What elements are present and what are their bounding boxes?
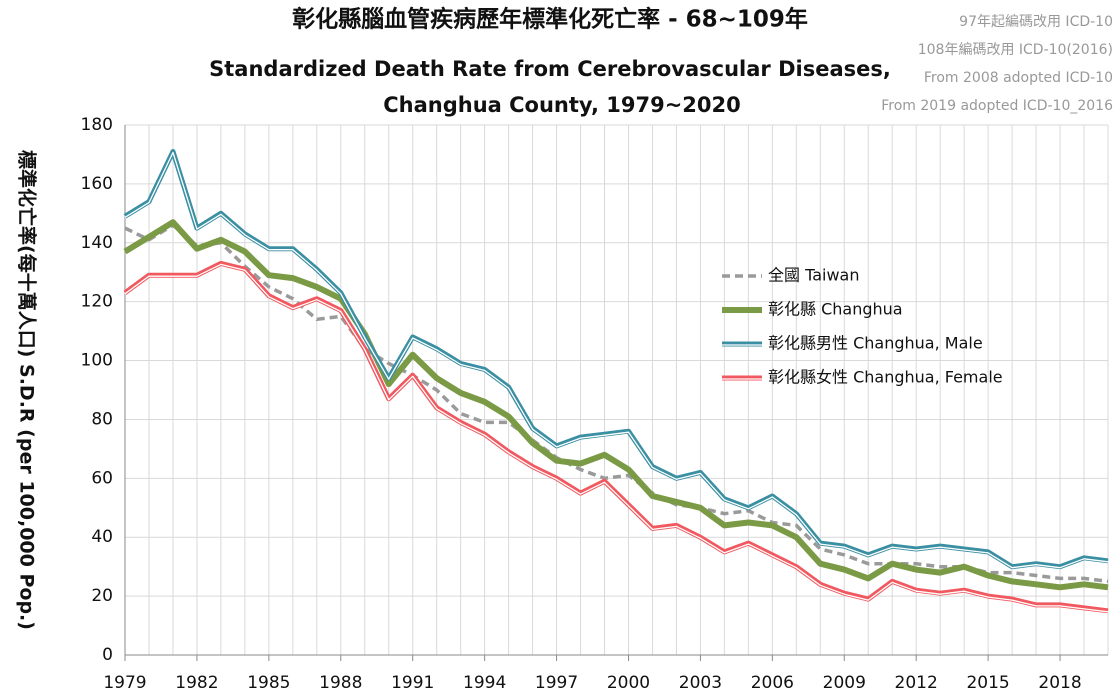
- chart-subtitle: Standardized Death Rate from Cerebrovasc…: [209, 57, 891, 81]
- legend-label: 彰化縣女性 Changhua, Female: [768, 368, 1003, 387]
- x-tick-label: 2006: [751, 673, 794, 693]
- y-tick-label: 0: [102, 645, 113, 665]
- x-tick-label: 2018: [1038, 673, 1081, 693]
- y-tick-label: 180: [81, 115, 113, 135]
- x-tick-label: 2015: [966, 673, 1009, 693]
- legend-label: 全國 Taiwan: [768, 266, 860, 285]
- legend-label: 彰化縣男性 Changhua, Male: [768, 334, 983, 353]
- x-tick-label: 1979: [103, 673, 146, 693]
- y-tick-label: 140: [81, 233, 113, 253]
- series-line: [123, 149, 1109, 570]
- series-line: [123, 260, 1109, 614]
- y-tick-label: 160: [81, 174, 113, 194]
- line-highlight: [124, 151, 1109, 569]
- y-tick-label: 40: [91, 527, 113, 547]
- note: From 2008 adopted ICD-10: [924, 70, 1113, 86]
- x-tick-label: 2012: [895, 673, 938, 693]
- x-tick-label: 1994: [463, 673, 506, 693]
- note: From 2019 adopted ICD-10_2016: [881, 98, 1113, 114]
- series-line: [123, 219, 1109, 591]
- note: 97年起編碼改用 ICD-10: [959, 14, 1113, 30]
- note: 108年編碼改用 ICD-10(2016): [918, 42, 1113, 58]
- x-tick-label: 2000: [607, 673, 650, 693]
- y-tick-label: 120: [81, 292, 113, 312]
- x-tick-label: 1988: [319, 673, 362, 693]
- legend-label: 彰化縣 Changhua: [768, 300, 903, 319]
- y-axis-label: 標準化亡率(每十萬人口) S.D.R (per 100,000 Pop.): [16, 150, 39, 630]
- x-tick-label: 2009: [823, 673, 866, 693]
- y-tick-label: 80: [91, 409, 113, 429]
- line-highlight: [124, 263, 1109, 613]
- y-tick-label: 60: [91, 468, 113, 488]
- x-tick-label: 1991: [391, 673, 434, 693]
- series-line: [124, 223, 1109, 584]
- x-tick-label: 1985: [247, 673, 290, 693]
- chart-title: 彰化縣腦血管疾病歷年標準化死亡率 - 68~109年: [292, 6, 808, 33]
- chart-subtitle: Changhua County, 1979~2020: [383, 93, 741, 117]
- y-tick-label: 20: [91, 586, 113, 606]
- x-tick-label: 1982: [175, 673, 218, 693]
- x-tick-label: 1997: [535, 673, 578, 693]
- x-tick-label: 2003: [679, 673, 722, 693]
- y-tick-label: 100: [81, 351, 113, 371]
